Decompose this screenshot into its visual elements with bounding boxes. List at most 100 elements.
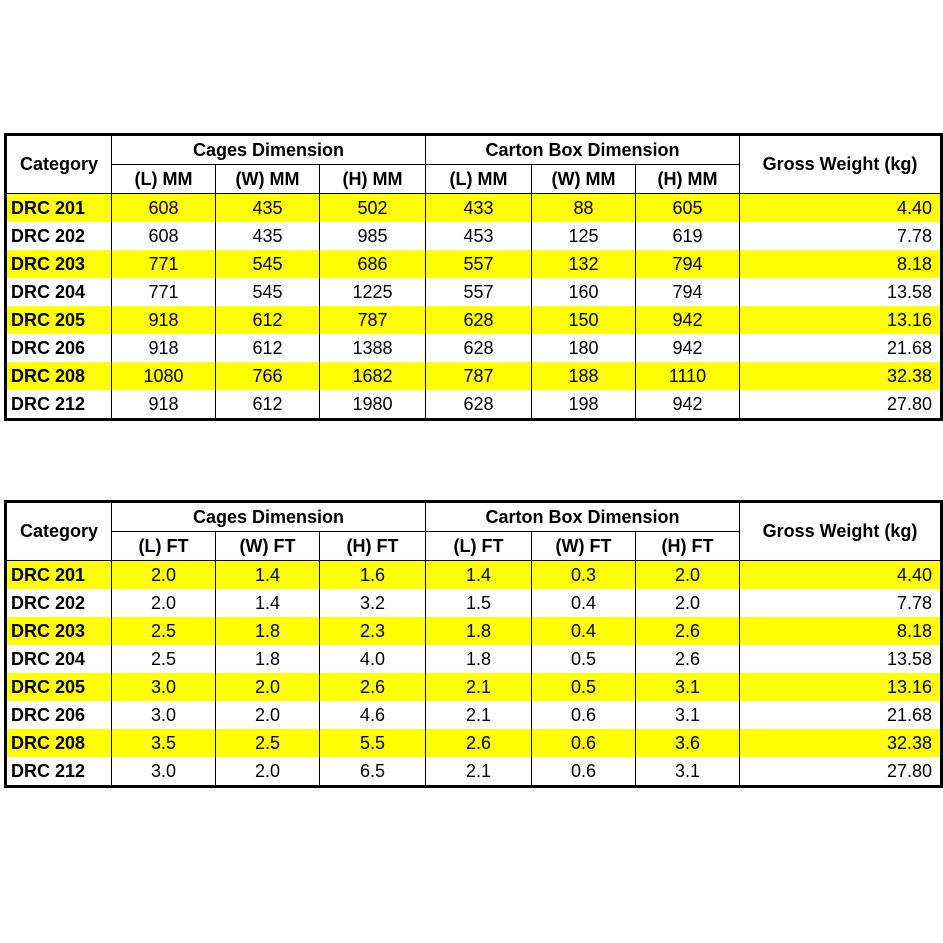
weight-cell: 8.18	[739, 617, 942, 645]
value-cell: 1388	[319, 334, 426, 362]
category-cell: DRC 201	[5, 560, 112, 589]
data-row: DRC 208 1080 766 1682 787 188 1110 32.38	[5, 362, 942, 390]
category-cell: DRC 206	[5, 701, 112, 729]
value-cell: 3.1	[635, 673, 740, 701]
group-header: Cages Dimension	[111, 501, 426, 532]
value-cell: 1.8	[215, 645, 320, 673]
value-cell: 0.5	[531, 645, 636, 673]
table-body: DRC 201 608 435 502 433 88 605 4.40 DRC 202 608 43…	[5, 193, 942, 420]
value-cell: 188	[531, 362, 636, 390]
value-cell: 3.5	[111, 729, 216, 757]
value-cell: 794	[635, 250, 740, 278]
category-cell: DRC 208	[5, 729, 112, 757]
sub-header: (L) FT	[111, 531, 216, 561]
value-cell: 3.6	[635, 729, 740, 757]
table: Category Cages Dimension Carton Box Dimens…	[4, 500, 943, 788]
weight-cell: 4.40	[739, 560, 942, 589]
value-cell: 787	[319, 306, 426, 334]
value-cell: 1.5	[425, 589, 532, 617]
value-cell: 787	[425, 362, 532, 390]
value-cell: 545	[215, 250, 320, 278]
sub-header: (W) MM	[215, 164, 320, 194]
value-cell: 771	[111, 250, 216, 278]
header-row: Category Cages Dimension Carton Box Dimens…	[5, 134, 942, 194]
value-cell: 2.6	[635, 617, 740, 645]
value-cell: 619	[635, 222, 740, 250]
value-cell: 918	[111, 390, 216, 420]
category-cell: DRC 201	[5, 193, 112, 222]
value-cell: 2.0	[215, 701, 320, 729]
value-cell: 612	[215, 306, 320, 334]
sub-header: (L) FT	[425, 531, 532, 561]
value-cell: 612	[215, 334, 320, 362]
category-cell: DRC 204	[5, 278, 112, 306]
value-cell: 545	[215, 278, 320, 306]
weight-cell: 13.16	[739, 306, 942, 334]
value-cell: 3.1	[635, 757, 740, 787]
weight-cell: 7.78	[739, 589, 942, 617]
value-cell: 2.3	[319, 617, 426, 645]
value-cell: 1.8	[425, 617, 532, 645]
data-row: DRC 204 2.5 1.8 4.0 1.8 0.5 2.6 13.58	[5, 645, 942, 673]
table: Category Cages Dimension Carton Box Dimens…	[4, 133, 943, 421]
category-cell: DRC 203	[5, 617, 112, 645]
value-cell: 1.8	[425, 645, 532, 673]
value-cell: 0.5	[531, 673, 636, 701]
weight-header: Gross Weight (kg)	[739, 501, 942, 561]
value-cell: 2.5	[215, 729, 320, 757]
weight-cell: 32.38	[739, 362, 942, 390]
value-cell: 2.0	[215, 757, 320, 787]
value-cell: 5.5	[319, 729, 426, 757]
weight-cell: 21.68	[739, 701, 942, 729]
category-cell: DRC 206	[5, 334, 112, 362]
value-cell: 2.6	[425, 729, 532, 757]
value-cell: 2.1	[425, 701, 532, 729]
value-cell: 942	[635, 334, 740, 362]
value-cell: 2.0	[111, 589, 216, 617]
value-cell: 453	[425, 222, 532, 250]
value-cell: 3.2	[319, 589, 426, 617]
category-cell: DRC 203	[5, 250, 112, 278]
header-row: Category Cages Dimension Carton Box Dimens…	[5, 501, 942, 561]
sub-header: (H) FT	[635, 531, 740, 561]
value-cell: 1.6	[319, 560, 426, 589]
weight-cell: 13.16	[739, 673, 942, 701]
group-header: Carton Box Dimension	[425, 501, 740, 532]
value-cell: 628	[425, 306, 532, 334]
weight-cell: 13.58	[739, 645, 942, 673]
sub-header: (H) MM	[635, 164, 740, 194]
value-cell: 2.6	[319, 673, 426, 701]
sub-header: (W) FT	[215, 531, 320, 561]
value-cell: 0.4	[531, 617, 636, 645]
value-cell: 1225	[319, 278, 426, 306]
value-cell: 6.5	[319, 757, 426, 787]
sub-header: (L) MM	[425, 164, 532, 194]
data-row: DRC 202 2.0 1.4 3.2 1.5 0.4 2.0 7.78	[5, 589, 942, 617]
value-cell: 557	[425, 250, 532, 278]
value-cell: 160	[531, 278, 636, 306]
weight-cell: 4.40	[739, 193, 942, 222]
category-cell: DRC 202	[5, 589, 112, 617]
value-cell: 628	[425, 390, 532, 420]
weight-cell: 7.78	[739, 222, 942, 250]
value-cell: 3.0	[111, 673, 216, 701]
value-cell: 557	[425, 278, 532, 306]
value-cell: 433	[425, 193, 532, 222]
value-cell: 2.0	[635, 560, 740, 589]
value-cell: 1682	[319, 362, 426, 390]
value-cell: 2.0	[215, 673, 320, 701]
value-cell: 3.1	[635, 701, 740, 729]
value-cell: 3.0	[111, 757, 216, 787]
header-row: (L) MM (W) MM (H) MM (L) MM (W) MM (H) MM	[6, 164, 942, 194]
group-header: Carton Box Dimension	[425, 134, 740, 165]
value-cell: 2.1	[425, 757, 532, 787]
data-row: DRC 203 2.5 1.8 2.3 1.8 0.4 2.6 8.18	[5, 617, 942, 645]
table-header: Category Cages Dimension Carton Box Dimens…	[5, 134, 942, 194]
value-cell: 608	[111, 193, 216, 222]
value-cell: 1.4	[425, 560, 532, 589]
data-row: DRC 204 771 545 1225 557 160 794 13.58	[5, 278, 942, 306]
value-cell: 2.5	[111, 645, 216, 673]
value-cell: 1.4	[215, 560, 320, 589]
value-cell: 435	[215, 222, 320, 250]
